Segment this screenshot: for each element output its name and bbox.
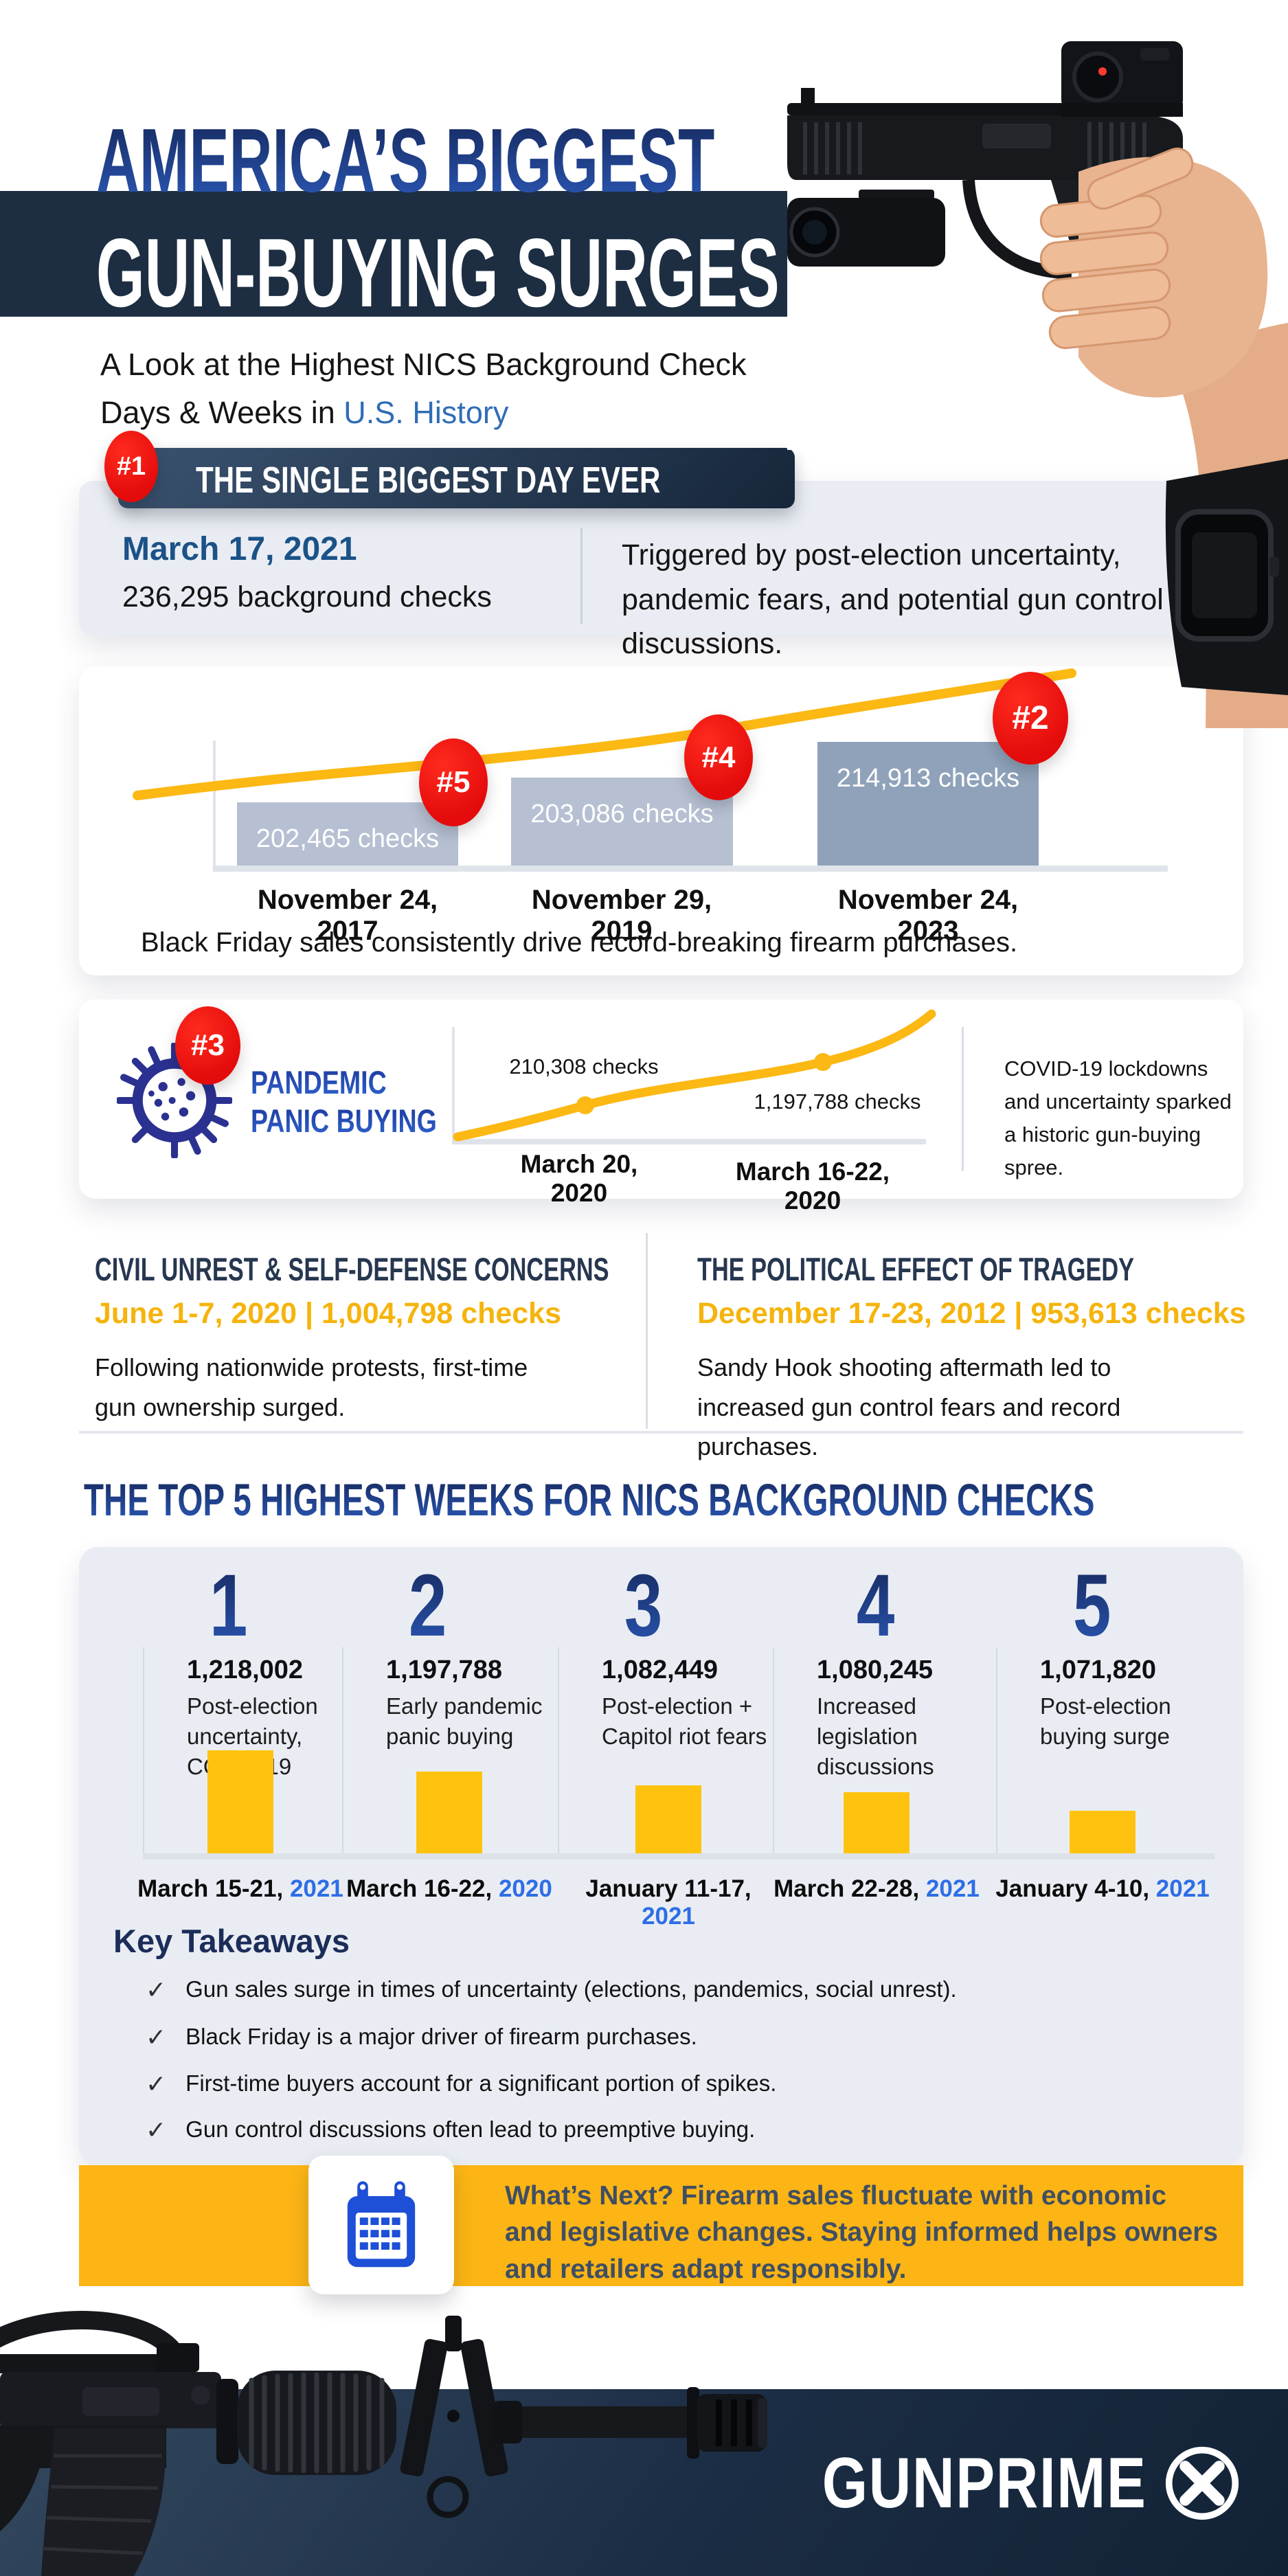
takeaway-item: ✓ Gun sales surge in times of uncertaint… (146, 1976, 957, 2004)
pandemic-x-axis (452, 1139, 926, 1144)
black-friday-date-2017: November 24, 2017 (257, 885, 438, 946)
events-vertical-divider (646, 1233, 648, 1429)
pandemic-title: PANDEMIC PANIC BUYING (251, 1064, 437, 1139)
pandemic-point1-date: March 20, 2020 (520, 1150, 638, 1207)
pandemic-point2-value: 1,197,788 checks (754, 1089, 921, 1114)
subtitle-line1: A Look at the Highest NICS Background Ch… (100, 347, 747, 382)
tragedy-description: Sandy Hook shooting aftermath led to inc… (697, 1353, 1121, 1461)
page-title-line2: GUN-BUYING SURGES (96, 217, 1164, 330)
top5-value-5: 1,071,820 (1040, 1656, 1157, 1684)
top5-rank-1: 1 (210, 1557, 248, 1655)
top5-baseline (143, 1853, 1214, 1860)
page-title-line2-text: GUN-BUYING SURGES (96, 218, 780, 328)
page-title-line1: AMERICA’S BIGGEST (96, 109, 1033, 212)
single-biggest-day-banner-title: THE SINGLE BIGGEST DAY EVER (196, 460, 661, 501)
tragedy-title: THE POLITICAL EFFECT OF TRAGEDY (697, 1251, 1135, 1287)
pandemic-point1-value: 210,308 checks (509, 1054, 659, 1078)
check-icon: ✓ (146, 2023, 167, 2051)
top5-value-1: 1,218,002 (187, 1656, 304, 1684)
black-friday-caption: Black Friday sales consistently drive re… (141, 927, 1018, 958)
top5-value-4: 1,080,245 (817, 1656, 934, 1684)
top5-column-rule (558, 1647, 559, 1855)
pandemic-point2-date: March 16-22, 2020 (735, 1157, 890, 1214)
black-friday-x-axis (213, 866, 1168, 872)
whats-next-text: What’s Next? Firearm sales fluctuate wit… (505, 2181, 1219, 2284)
top5-bar-4 (844, 1792, 909, 1853)
top5-date-1: March 15-21, 2021 (137, 1875, 343, 1902)
black-friday-date-2023: November 24, 2023 (837, 885, 1019, 946)
top5-bar-2 (416, 1772, 482, 1853)
check-icon: ✓ (146, 1976, 167, 2004)
data-point-1 (576, 1096, 594, 1114)
whats-next-banner (79, 2165, 1243, 2286)
black-friday-y-axis (213, 741, 216, 868)
takeaway-item: ✓ First-time buyers account for a signif… (146, 2070, 777, 2098)
top5-rank-5: 5 (1073, 1557, 1111, 1655)
data-point-2 (814, 1053, 832, 1071)
top5-rank-4: 4 (857, 1557, 895, 1655)
events-bottom-rule (79, 1431, 1243, 1434)
black-friday-date-2019: November 29, 2019 (531, 885, 712, 946)
top5-desc-4: Increased legislation discussions (817, 1693, 934, 1780)
brand-name: GUNPRIME (822, 2443, 1146, 2523)
top5-desc-5: Post-election buying surge (1040, 1693, 1171, 1750)
rifle-photo (0, 2311, 767, 2576)
header-navy-band (0, 191, 787, 317)
top5-rank-2: 2 (409, 1557, 447, 1655)
top5-date-5: January 4-10, 2021 (995, 1875, 1210, 1902)
top5-column-rule (996, 1647, 997, 1855)
top5-bar-1 (207, 1750, 273, 1853)
top5-bar-3 (635, 1785, 701, 1853)
single-biggest-day-description: Triggered by post-election uncertainty, … (622, 539, 1164, 660)
rank-4-badge: #4 (684, 714, 753, 800)
brand-logo: GUNPRIME (751, 2443, 1243, 2524)
calendar-card (308, 2156, 454, 2294)
pandemic-description: COVID-19 lockdowns and uncertainty spark… (1004, 1057, 1232, 1180)
brand-reticle-icon (1165, 2446, 1239, 2520)
civil-unrest-title: CIVIL UNREST & SELF-DEFENSE CONCERNS (95, 1251, 609, 1287)
pandemic-card (79, 999, 1243, 1199)
top5-column-rule (143, 1647, 144, 1855)
civil-unrest-description: Following nationwide protests, first-tim… (95, 1353, 528, 1421)
rank-5-badge: #5 (419, 738, 488, 826)
black-friday-bar-2023: 214,913 checks (817, 742, 1039, 866)
single-biggest-day-stat: 236,295 background checks (122, 580, 492, 613)
check-icon: ✓ (146, 2070, 167, 2098)
pandemic-y-axis (452, 1027, 455, 1142)
single-biggest-day-date: March 17, 2021 (122, 531, 357, 567)
top5-date-4: March 22-28, 2021 (773, 1875, 980, 1902)
rank-2-badge: #2 (993, 672, 1068, 765)
takeaways-title: Key Takeaways (113, 1923, 350, 1959)
top5-rank-3: 3 (624, 1557, 663, 1655)
calendar-icon (347, 2181, 416, 2268)
takeaway-item: ✓ Gun control discussions often lead to … (146, 2116, 756, 2144)
page-subtitle: A Look at the Highest NICS Background Ch… (100, 341, 747, 437)
civil-unrest-stat: June 1-7, 2020 | 1,004,798 checks (95, 1297, 562, 1330)
single-biggest-day-banner (118, 448, 795, 508)
top5-value-2: 1,197,788 (386, 1656, 503, 1684)
page-title-line1-text: AMERICA’S BIGGEST (96, 110, 715, 211)
top5-column-rule (342, 1647, 343, 1855)
top5-desc-3: Post-election + Capitol riot fears (602, 1693, 767, 1750)
single-biggest-day-divider (580, 528, 583, 624)
subtitle-highlight: U.S. History (343, 394, 509, 430)
top5-desc-2: Early pandemic panic buying (386, 1693, 543, 1750)
subtitle-line2: Days & Weeks in (100, 394, 344, 430)
top5-date-3: January 11-17, 2021 (585, 1875, 752, 1930)
takeaway-item: ✓ Black Friday is a major driver of fire… (146, 2023, 697, 2051)
check-icon: ✓ (146, 2116, 167, 2144)
pandemic-line-chart (453, 1009, 936, 1142)
top5-bar-5 (1070, 1811, 1136, 1853)
top5-column-rule (773, 1647, 774, 1855)
black-friday-bar-2017: 202,465 checks (237, 802, 458, 866)
tragedy-stat: December 17-23, 2012 | 953,613 checks (697, 1297, 1246, 1330)
top5-section-title: THE TOP 5 HIGHEST WEEKS FOR NICS BACKGRO… (84, 1474, 1095, 1525)
top5-date-2: March 16-22, 2020 (346, 1875, 552, 1902)
pistol-photo (787, 0, 1288, 728)
pandemic-divider (962, 1027, 964, 1171)
rank-3-badge: #3 (175, 1006, 240, 1085)
rank-1-badge: #1 (104, 431, 158, 502)
top5-value-3: 1,082,449 (602, 1656, 719, 1684)
